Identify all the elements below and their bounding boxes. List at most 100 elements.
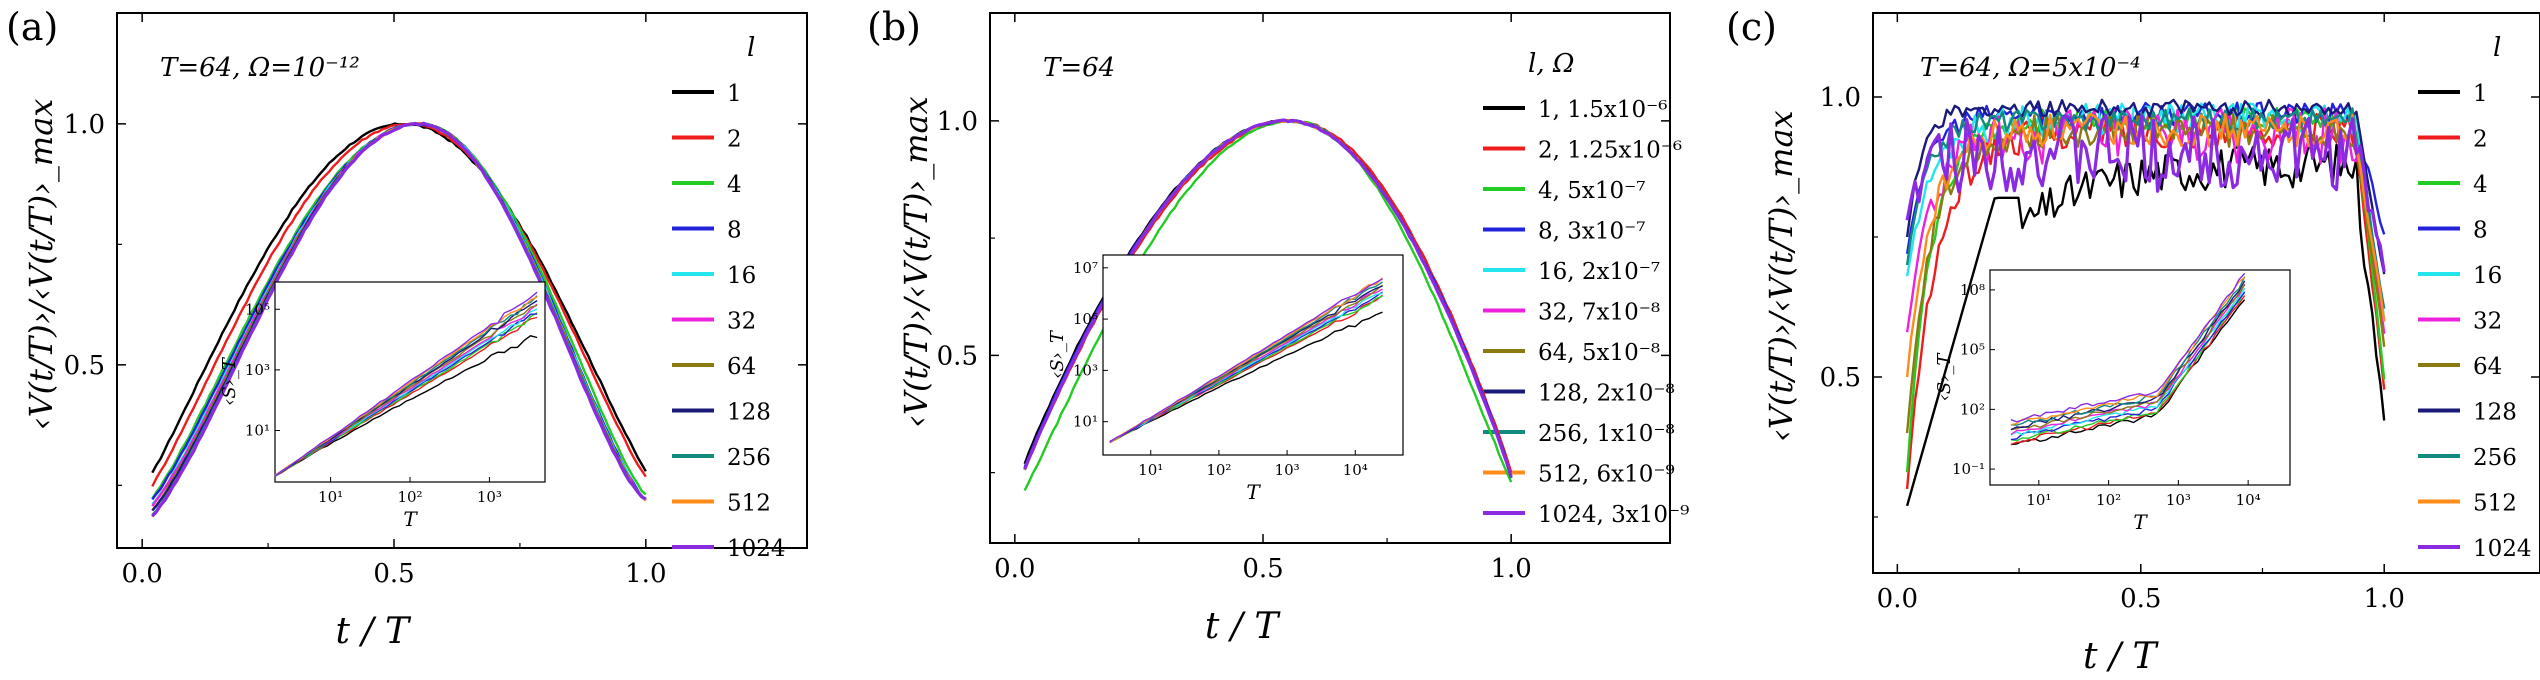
inset-x-tick-label: 10² xyxy=(2096,491,2121,509)
inset-series-line-5 xyxy=(2010,283,2246,436)
panel-annotation: T=64 xyxy=(1043,53,1115,83)
x-axis-label: t / T xyxy=(336,611,412,652)
plot-frame xyxy=(989,12,1671,544)
legend-entry: 4 xyxy=(727,172,742,198)
legend-entry: 64, 5x10⁻⁸ xyxy=(1538,340,1660,366)
legend-entry: 2, 1.25x10⁻⁶ xyxy=(1538,138,1682,164)
legend-title: l xyxy=(747,33,755,63)
series-line-3 xyxy=(1905,101,2386,254)
legend-entry: 32 xyxy=(2473,309,2502,335)
inset-series-line-6 xyxy=(2010,284,2246,431)
legend-entry: 4, 5x10⁻⁷ xyxy=(1538,178,1646,204)
inset-x-label: T xyxy=(2133,510,2148,534)
inset-x-tick-label: 10² xyxy=(1206,461,1231,479)
inset-x-tick-label: 10¹ xyxy=(318,488,343,506)
x-tick-label: 1.0 xyxy=(2364,584,2405,614)
inset-series-line-0 xyxy=(1109,311,1383,443)
x-axis-label: t / T xyxy=(1205,606,1281,647)
inset-x-tick-label: 10³ xyxy=(477,488,502,506)
legend-entry: 1 xyxy=(2473,81,2488,107)
legend-entry: 2 xyxy=(2473,127,2488,153)
legend-entry: 32 xyxy=(727,309,756,335)
x-tick-label: 0.5 xyxy=(2120,584,2161,614)
legend-entry: 4 xyxy=(2473,172,2488,198)
legend-entry: 1024 xyxy=(2473,536,2532,562)
x-tick-label: 0.5 xyxy=(373,559,414,589)
inset-y-tick-label: 10⁻¹ xyxy=(1952,460,1985,478)
inset-y-tick-label: 10³ xyxy=(245,361,270,379)
inset-x-label: T xyxy=(1246,480,1261,504)
x-tick-label: 0.0 xyxy=(1877,584,1918,614)
legend-entry: 512, 6x10⁻⁹ xyxy=(1538,462,1675,488)
legend-entry: 2 xyxy=(727,127,742,153)
inset-y-label: ‹S›_T xyxy=(1934,352,1955,402)
legend-entry: 8 xyxy=(727,218,742,244)
inset-x-tick-label: 10¹ xyxy=(2026,491,2051,509)
legend-entry: 16 xyxy=(727,263,756,289)
legend-entry: 1 xyxy=(727,81,742,107)
inset-y-tick-label: 10¹ xyxy=(1073,413,1098,431)
inset-frame xyxy=(1989,269,2291,486)
inset-y-label: ‹S›_T xyxy=(1047,329,1068,379)
inset-x-tick-label: 10³ xyxy=(2166,491,2191,509)
legend-entry: 256, 1x10⁻⁸ xyxy=(1538,421,1675,447)
inset-series-line-4 xyxy=(2010,287,2246,436)
inset-y-tick-label: 10⁸ xyxy=(1960,281,1985,299)
panel-label: (c) xyxy=(1726,5,1777,49)
inset-y-tick-label: 10⁵ xyxy=(1960,341,1985,359)
legend-entry: 32, 7x10⁻⁸ xyxy=(1538,300,1660,326)
legend-entry: 256 xyxy=(727,445,771,471)
inset-x-tick-label: 10³ xyxy=(1275,461,1300,479)
chart-panel-1: 0.0 0.5 1.0 0.5 1.0 t / T ‹V(t/T)›/‹V(t/T)›_ma… xyxy=(867,5,1689,647)
inset-y-tick-label: 10⁷ xyxy=(1073,259,1098,277)
inset-plot: 10¹ 10² 10³ 10¹ 10³ 10⁵ T ‹S›_T xyxy=(219,281,546,531)
inset-x-tick-label: 10⁴ xyxy=(1343,461,1368,479)
inset-series-line-10 xyxy=(274,291,538,477)
chart-panel-2: 0.0 0.5 1.0 0.5 1.0 t / T ‹V(t/T)›/‹V(t/T)›_ma… xyxy=(1726,5,2540,677)
legend-title: l xyxy=(2493,33,2501,63)
legend-entry: 1024 xyxy=(727,536,786,562)
inset-series-line-9 xyxy=(2010,277,2246,426)
inset-y-tick-label: 10² xyxy=(1960,400,1985,418)
series-line-7 xyxy=(1905,98,2386,275)
x-tick-label: 1.0 xyxy=(625,559,666,589)
legend-entry: 64 xyxy=(2473,354,2502,380)
x-tick-label: 0.0 xyxy=(122,559,163,589)
inset-plot: 10¹ 10² 10³ 10⁴ 10⁻¹ 10² 10⁵ 10⁸ T ‹S›_T xyxy=(1934,269,2291,534)
x-axis-label: t / T xyxy=(2083,636,2159,677)
inset-y-tick-label: 10¹ xyxy=(245,421,270,439)
x-tick-label: 0.5 xyxy=(1242,554,1283,584)
legend-entry: 512 xyxy=(727,491,771,517)
y-axis-label: ‹V(t/T)›/‹V(t/T)›_max xyxy=(22,99,60,431)
inset-x-tick-label: 10⁴ xyxy=(2236,491,2261,509)
inset-series-line-10 xyxy=(1109,278,1383,443)
y-tick-label: 1.0 xyxy=(64,110,105,140)
inset-series-line-3 xyxy=(2010,291,2246,441)
inset-y-tick-label: 10⁵ xyxy=(245,300,270,318)
legend-entry: 16, 2x10⁻⁷ xyxy=(1538,259,1660,285)
series-line-10 xyxy=(151,121,647,518)
series-line-2 xyxy=(1905,106,2386,473)
series-line-0 xyxy=(1905,143,2386,507)
panel-label: (a) xyxy=(6,5,58,49)
inset-y-label: ‹S›_T xyxy=(219,356,240,406)
series-line-6 xyxy=(1905,112,2386,434)
plot-frame xyxy=(1872,12,2540,574)
y-tick-label: 0.5 xyxy=(1820,363,1861,393)
legend-entry: 64 xyxy=(727,354,756,380)
legend-entry: 16 xyxy=(2473,263,2502,289)
y-tick-label: 0.5 xyxy=(937,341,978,371)
chart-panel-0: 0.0 0.5 1.0 0.5 1.0 t / T ‹V(t/T)›/‹V(t/T)›_ma… xyxy=(6,5,808,652)
legend-entry: 128, 2x10⁻⁸ xyxy=(1538,381,1675,407)
y-tick-label: 0.5 xyxy=(64,351,105,381)
legend-entry: 1, 1.5x10⁻⁶ xyxy=(1538,97,1667,123)
legend-entry: 512 xyxy=(2473,491,2517,517)
series-line-8 xyxy=(1905,107,2386,309)
panel-label: (b) xyxy=(867,5,921,49)
panel-annotation: T=64, Ω=10⁻¹² xyxy=(160,53,360,83)
inset-series-line-0 xyxy=(2010,299,2246,446)
legend-entry: 8 xyxy=(2473,218,2488,244)
series-line-10 xyxy=(1905,114,2386,273)
inset-y-tick-label: 10³ xyxy=(1073,361,1098,379)
